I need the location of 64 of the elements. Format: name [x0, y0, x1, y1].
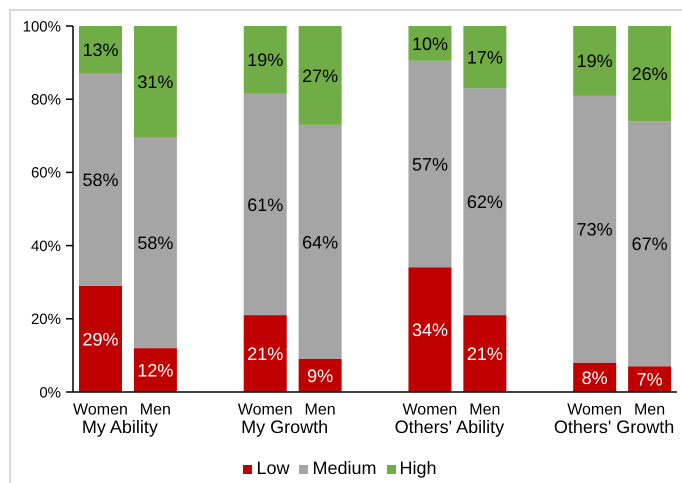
data-label: 58% — [82, 170, 119, 190]
y-tick-label: 80% — [30, 92, 61, 109]
bar — [628, 26, 672, 122]
x-tick-label: Women — [238, 401, 293, 418]
data-label: 12% — [137, 360, 174, 380]
text: Others' Growth — [554, 416, 674, 438]
y-tick-label: 20% — [30, 311, 61, 328]
data-label: 10% — [412, 34, 448, 54]
data-label: 27% — [302, 66, 338, 86]
data-label: 19% — [576, 51, 613, 72]
bar — [134, 138, 177, 348]
bar — [79, 26, 122, 74]
data-label: 26% — [632, 64, 668, 84]
bar — [408, 60, 452, 268]
bar — [628, 121, 672, 366]
text: My Growth — [241, 416, 328, 438]
data-label: 7% — [636, 370, 663, 390]
bar — [244, 94, 287, 316]
x-tick-label: Men — [304, 401, 336, 418]
data-label: 62% — [466, 192, 503, 212]
legend-label: Medium — [312, 458, 377, 478]
text: My Ability — [82, 416, 158, 438]
bar — [79, 74, 122, 286]
data-label: 29% — [82, 329, 119, 350]
x-tick-label: Men — [469, 401, 500, 418]
data-label: 17% — [466, 48, 503, 68]
data-label: 58% — [137, 233, 174, 254]
data-label: 31% — [137, 72, 174, 92]
bar — [573, 26, 616, 96]
data-label: 57% — [412, 154, 448, 175]
bar — [79, 286, 122, 392]
x-tick-label: Men — [634, 401, 666, 418]
legend-label: Low — [256, 458, 290, 478]
data-label: 19% — [247, 50, 284, 70]
bar — [408, 268, 452, 392]
bar — [463, 88, 506, 316]
y-tick-label: 100% — [22, 18, 61, 36]
bar — [298, 124, 342, 360]
data-label: 34% — [412, 320, 448, 340]
legend-label: High — [400, 458, 437, 478]
data-label: 8% — [582, 368, 608, 388]
bar — [463, 315, 506, 392]
data-label: 21% — [466, 344, 503, 364]
y-tick-label: 40% — [30, 238, 61, 255]
bar — [463, 26, 506, 88]
data-label: 9% — [307, 366, 334, 386]
bar — [298, 26, 342, 125]
data-label: 73% — [576, 220, 613, 240]
x-tick-label: Women — [567, 401, 622, 418]
bar — [244, 26, 287, 94]
x-tick-label: Women — [73, 401, 128, 418]
bar — [134, 26, 177, 138]
data-label: 67% — [632, 234, 668, 254]
bar — [573, 96, 616, 363]
y-tick-label: 0% — [39, 384, 61, 402]
data-label: 13% — [82, 40, 119, 60]
y-tick-label: 60% — [30, 164, 61, 182]
data-label: 21% — [247, 344, 284, 364]
text: Others' Ability — [394, 416, 504, 438]
data-label: 64% — [302, 232, 338, 252]
x-tick-label: Men — [140, 401, 171, 418]
data-label: 61% — [247, 194, 284, 215]
x-tick-label: Women — [402, 401, 458, 418]
bar — [244, 315, 287, 392]
